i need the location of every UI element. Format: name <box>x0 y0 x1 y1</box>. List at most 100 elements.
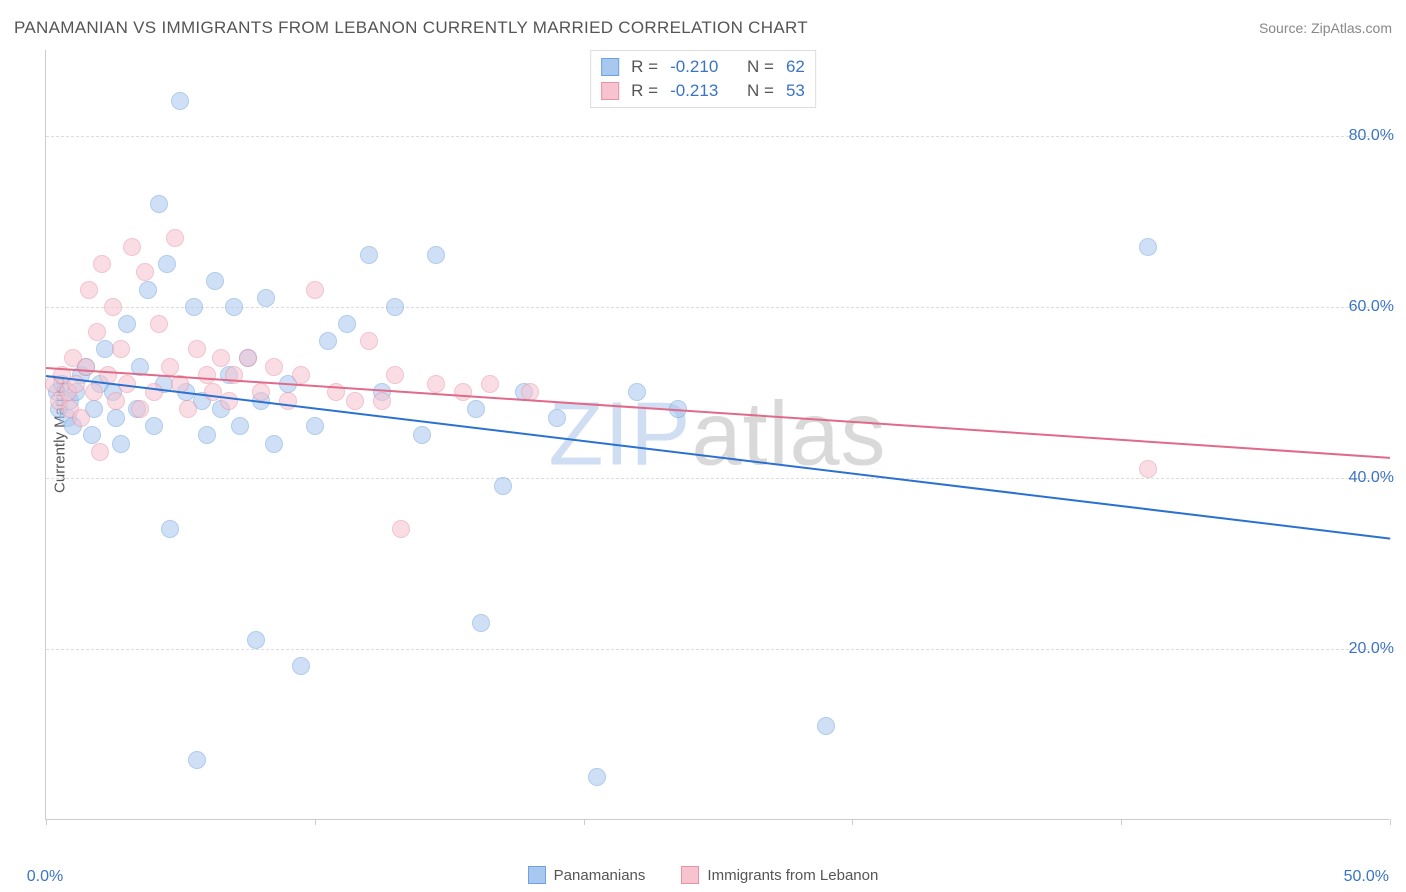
data-point <box>265 435 283 453</box>
data-point <box>145 417 163 435</box>
data-point <box>494 477 512 495</box>
data-point <box>131 400 149 418</box>
data-point <box>72 409 90 427</box>
gridline <box>46 649 1389 650</box>
data-point <box>179 400 197 418</box>
data-point <box>83 426 101 444</box>
data-point <box>392 520 410 538</box>
r-label: R = <box>631 81 658 101</box>
data-point <box>158 255 176 273</box>
data-point <box>247 631 265 649</box>
x-tick <box>315 819 316 825</box>
data-point <box>85 383 103 401</box>
data-point <box>319 332 337 350</box>
swatch-panamanians <box>528 866 546 884</box>
data-point <box>188 340 206 358</box>
data-point <box>257 289 275 307</box>
data-point <box>161 520 179 538</box>
data-point <box>346 392 364 410</box>
chart-title: PANAMANIAN VS IMMIGRANTS FROM LEBANON CU… <box>14 18 808 38</box>
plot-area: ZIPatlas Currently Married <box>45 50 1389 820</box>
y-tick-label: 40.0% <box>1349 469 1394 487</box>
data-point <box>239 349 257 367</box>
data-point <box>472 614 490 632</box>
legend-row-lebanon: R = -0.213 N = 53 <box>601 79 805 103</box>
data-point <box>136 263 154 281</box>
data-point <box>206 272 224 290</box>
r-value: -0.210 <box>670 57 718 77</box>
data-point <box>1139 460 1157 478</box>
data-point <box>77 358 95 376</box>
data-point <box>166 229 184 247</box>
data-point <box>817 717 835 735</box>
data-point <box>145 383 163 401</box>
y-tick-label: 20.0% <box>1349 640 1394 658</box>
data-point <box>628 383 646 401</box>
swatch-lebanon <box>681 866 699 884</box>
y-tick-label: 80.0% <box>1349 127 1394 145</box>
source-label: Source: ZipAtlas.com <box>1259 20 1392 36</box>
data-point <box>150 195 168 213</box>
n-value: 53 <box>786 81 805 101</box>
trend-line <box>46 367 1390 459</box>
x-tick <box>852 819 853 825</box>
data-point <box>588 768 606 786</box>
data-point <box>306 417 324 435</box>
data-point <box>198 366 216 384</box>
series-legend: Panamanians Immigrants from Lebanon <box>0 866 1406 884</box>
data-point <box>360 246 378 264</box>
correlation-legend: R = -0.210 N = 62 R = -0.213 N = 53 <box>590 50 816 108</box>
data-point <box>104 298 122 316</box>
gridline <box>46 478 1389 479</box>
data-point <box>91 443 109 461</box>
data-point <box>467 400 485 418</box>
data-point <box>454 383 472 401</box>
data-point <box>225 298 243 316</box>
data-point <box>188 751 206 769</box>
data-point <box>212 349 230 367</box>
x-tick <box>1390 819 1391 825</box>
n-value: 62 <box>786 57 805 77</box>
data-point <box>427 246 445 264</box>
data-point <box>265 358 283 376</box>
legend-item-lebanon: Immigrants from Lebanon <box>681 866 878 884</box>
n-label: N = <box>747 57 774 77</box>
x-tick <box>1121 819 1122 825</box>
x-tick-label: 50.0% <box>1344 868 1389 886</box>
data-point <box>150 315 168 333</box>
data-point <box>171 92 189 110</box>
legend-label: Immigrants from Lebanon <box>707 867 878 884</box>
legend-label: Panamanians <box>554 867 646 884</box>
data-point <box>338 315 356 333</box>
gridline <box>46 307 1389 308</box>
data-point <box>252 383 270 401</box>
data-point <box>427 375 445 393</box>
data-point <box>386 298 404 316</box>
data-point <box>112 435 130 453</box>
trend-line <box>46 375 1390 540</box>
swatch-lebanon <box>601 82 619 100</box>
data-point <box>123 238 141 256</box>
x-tick <box>46 819 47 825</box>
data-point <box>198 426 216 444</box>
data-point <box>185 298 203 316</box>
data-point <box>360 332 378 350</box>
data-point <box>88 323 106 341</box>
data-point <box>548 409 566 427</box>
data-point <box>292 366 310 384</box>
data-point <box>161 358 179 376</box>
data-point <box>118 315 136 333</box>
swatch-panamanians <box>601 58 619 76</box>
data-point <box>413 426 431 444</box>
data-point <box>93 255 111 273</box>
legend-row-panamanians: R = -0.210 N = 62 <box>601 55 805 79</box>
data-point <box>231 417 249 435</box>
data-point <box>373 392 391 410</box>
x-tick-label: 0.0% <box>27 868 63 886</box>
data-point <box>386 366 404 384</box>
r-label: R = <box>631 57 658 77</box>
data-point <box>112 340 130 358</box>
data-point <box>481 375 499 393</box>
r-value: -0.213 <box>670 81 718 101</box>
gridline <box>46 136 1389 137</box>
